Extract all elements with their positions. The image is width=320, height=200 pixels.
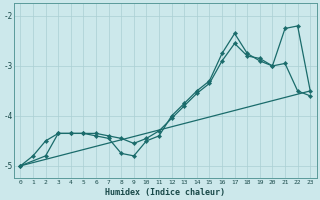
X-axis label: Humidex (Indice chaleur): Humidex (Indice chaleur) xyxy=(105,188,225,197)
